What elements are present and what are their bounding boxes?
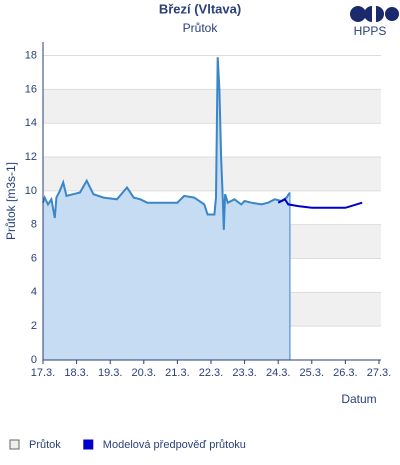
x-tick-label: 24.3. <box>266 367 290 379</box>
x-tick-label: 22.3. <box>199 367 223 379</box>
y-tick-label: 8 <box>31 219 37 231</box>
x-tick-label: 23.3. <box>232 367 256 379</box>
x-tick-label: 27.3. <box>367 367 391 379</box>
y-axis-label: Průtok [m3s-1] <box>4 162 18 240</box>
x-tick-label: 18.3. <box>64 367 88 379</box>
y-tick-label: 10 <box>25 185 37 197</box>
logo-icon <box>350 6 399 22</box>
legend-swatch <box>83 439 94 450</box>
grid-band <box>43 89 381 124</box>
x-tick-label: 25.3. <box>300 367 324 379</box>
chart-subtitle: Průtok <box>183 21 219 35</box>
x-tick-label: 20.3. <box>132 367 156 379</box>
legend-swatch <box>9 439 20 450</box>
x-tick-label: 26.3. <box>333 367 357 379</box>
legend-label: Modelová předpověď průtoku <box>103 439 246 451</box>
grid-band <box>43 157 381 191</box>
legend-label: Průtok <box>29 439 61 451</box>
y-tick-label: 14 <box>25 117 37 129</box>
y-tick-label: 18 <box>25 49 37 61</box>
line <box>42 57 291 230</box>
y-tick-label: 12 <box>25 151 37 163</box>
logo-text: HPPS <box>354 24 387 38</box>
line <box>277 198 363 209</box>
x-tick-label: 19.3. <box>98 367 122 379</box>
x-axis-label: Datum <box>341 392 376 406</box>
y-tick-label: 6 <box>31 252 37 264</box>
x-tick-label: 21.3. <box>165 367 189 379</box>
chart-title: Březí (Vltava) <box>159 1 241 16</box>
y-tick-label: 16 <box>25 83 37 95</box>
area <box>43 57 290 360</box>
y-tick-label: 4 <box>31 286 37 298</box>
y-tick-label: 2 <box>31 320 37 332</box>
y-tick-label: 0 <box>31 354 37 366</box>
x-tick-label: 17.3. <box>31 367 55 379</box>
